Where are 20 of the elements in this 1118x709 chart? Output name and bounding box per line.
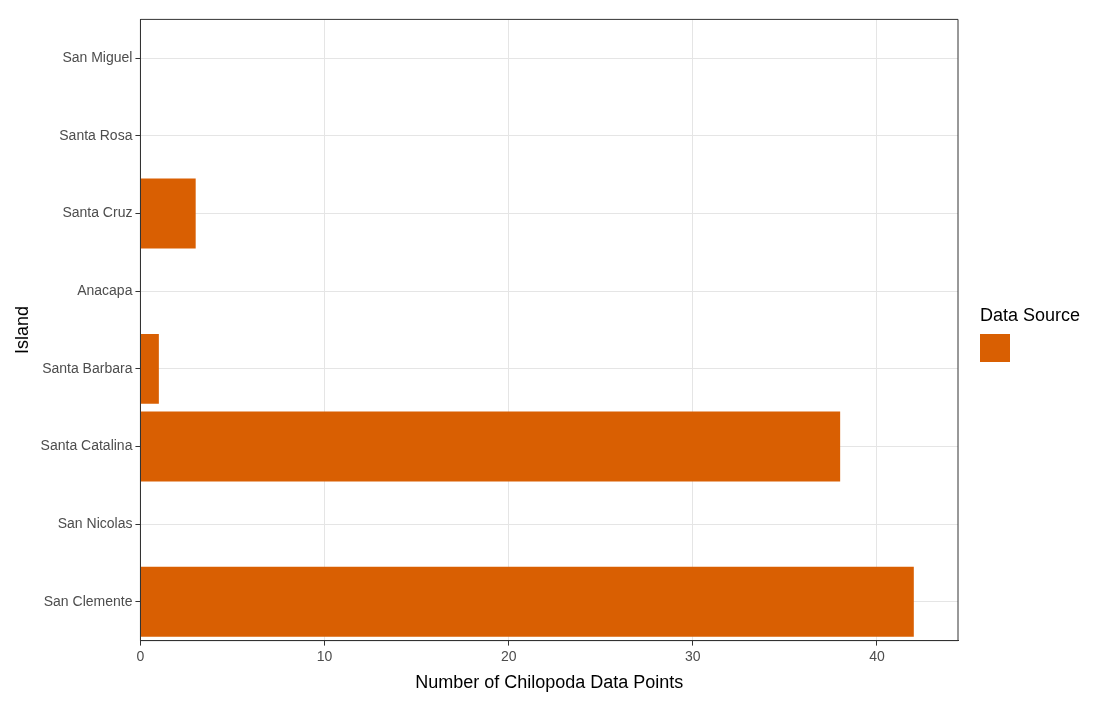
y-tick-label: Santa Cruz <box>62 204 133 221</box>
bar <box>140 411 841 482</box>
y-tick-label: Santa Catalina <box>40 437 133 454</box>
bar <box>140 566 914 637</box>
bar <box>140 333 159 404</box>
y-tick-label: Santa Rosa <box>59 126 133 143</box>
y-tick-label: San Clemente <box>43 592 133 609</box>
y-tick-label: Anacapa <box>77 282 133 299</box>
x-tick-label: 10 <box>316 647 333 664</box>
x-tick-label: 40 <box>869 647 885 664</box>
x-tick-label: 30 <box>685 647 701 664</box>
x-axis-title: Number of Chilopoda Data Points <box>415 672 684 693</box>
y-tick-label: San Miguel <box>62 49 133 66</box>
y-tick-label: San Nicolas <box>57 514 133 531</box>
y-axis-title: Island <box>11 305 32 355</box>
y-tick-label: Santa Barbara <box>42 359 133 376</box>
x-tick-label: 0 <box>136 647 145 664</box>
bar <box>140 178 196 249</box>
x-tick-label: 20 <box>500 647 517 664</box>
legend-title: Data Source <box>980 304 1081 326</box>
